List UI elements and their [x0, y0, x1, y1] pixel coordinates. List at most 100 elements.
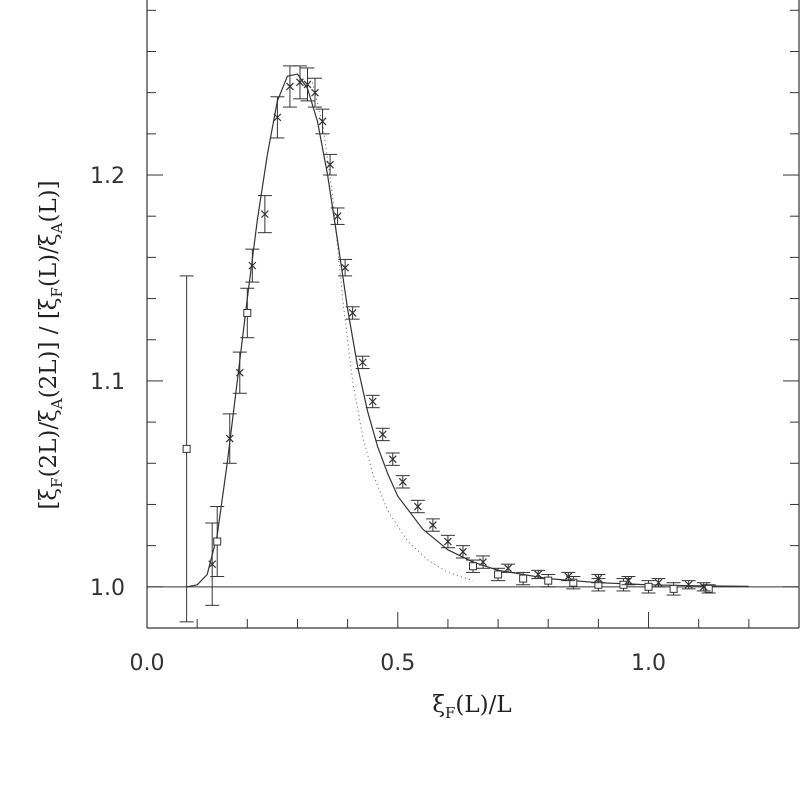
data-point — [466, 559, 480, 573]
cross-marker-b — [398, 477, 407, 486]
data-point — [641, 580, 656, 594]
data-point — [270, 96, 285, 139]
cross-marker-b — [624, 576, 633, 585]
cross-marker-b — [413, 502, 422, 511]
cross-marker-b — [459, 547, 467, 556]
square-marker — [519, 574, 528, 583]
square-marker — [644, 582, 653, 591]
data-point — [561, 571, 576, 582]
data-point — [591, 573, 606, 584]
data-point — [696, 582, 711, 592]
data-point — [425, 518, 440, 532]
cross-marker-b — [443, 537, 452, 546]
y-axis-label-s3: F — [48, 287, 66, 297]
cross-marker-b — [358, 358, 367, 367]
data-point — [395, 475, 410, 489]
data-point — [566, 576, 581, 590]
data-point — [232, 351, 247, 394]
y-axis-label: [ξF(2L)/ξA(2L)] / [ξF(L)/ξA(L)] — [36, 180, 66, 509]
data-point — [621, 576, 636, 586]
data-point — [323, 153, 338, 176]
y-tick-label: 1.1 — [90, 370, 125, 395]
data-point — [257, 195, 272, 234]
x-axis-label-sub: F — [445, 704, 455, 722]
cross-marker-b — [333, 212, 342, 221]
data-point — [292, 65, 307, 100]
cross-marker-b — [208, 560, 217, 569]
data-point — [300, 67, 315, 102]
data-point — [531, 569, 546, 580]
data-point — [541, 573, 556, 588]
cross-marker-b — [260, 210, 269, 219]
cross-marker-b — [235, 368, 244, 377]
square-marker — [182, 444, 191, 453]
data-point — [681, 580, 696, 590]
y-axis-label-p5: (L)] — [36, 180, 62, 222]
square-marker — [569, 578, 578, 587]
y-axis-label-p3: (2L)] / [ξ — [36, 298, 62, 399]
data-point — [651, 578, 666, 588]
cross-marker-b — [428, 521, 437, 529]
cross-marker-b — [654, 578, 663, 587]
cross-marker-b — [684, 580, 693, 589]
cross-marker-b — [378, 430, 387, 439]
data-point — [222, 413, 237, 464]
square-marker — [469, 562, 477, 571]
data-point — [179, 275, 194, 623]
square-marker — [669, 584, 678, 593]
data-point — [491, 567, 506, 582]
data-point — [501, 563, 516, 573]
data-points-group — [179, 65, 716, 623]
cross-marker-b — [368, 397, 377, 406]
y-axis-label-p4: (L)/ξ — [36, 233, 62, 287]
y-axis-label-s1: F — [48, 478, 66, 488]
cross-marker-b — [341, 263, 350, 272]
data-point — [440, 534, 455, 549]
dotted-curve-group — [312, 82, 474, 582]
cross-marker-b — [286, 82, 294, 91]
cross-marker-b — [303, 80, 312, 89]
data-point — [666, 582, 681, 596]
cross-marker-b — [311, 88, 319, 97]
data-point — [410, 499, 425, 514]
cross-marker-b — [388, 455, 397, 464]
cross-marker-b — [248, 261, 257, 270]
cross-marker-b — [534, 570, 543, 579]
y-axis-label-s2: A — [48, 398, 66, 410]
square-marker — [213, 537, 222, 546]
cross-marker-b — [318, 117, 327, 126]
x-tick-label: 1.0 — [631, 651, 666, 676]
data-point — [375, 427, 390, 442]
cross-marker-b — [564, 572, 573, 581]
square-marker — [544, 576, 553, 585]
data-point — [338, 258, 353, 277]
data-point — [516, 571, 531, 586]
square-marker — [494, 570, 503, 579]
cross-marker-b — [699, 582, 708, 591]
y-tick-label: 1.2 — [90, 164, 125, 189]
y-axis-label-p1: [ξ — [36, 488, 62, 510]
data-point — [330, 207, 345, 225]
dotted-curve — [312, 82, 474, 582]
cross-marker-b — [594, 574, 603, 583]
data-point — [455, 545, 470, 559]
data-point — [240, 287, 255, 339]
data-point — [205, 522, 220, 606]
y-tick-label: 1.0 — [90, 576, 125, 601]
data-point — [476, 555, 491, 569]
axes-group — [146, 0, 800, 629]
cross-marker-b — [225, 434, 234, 443]
x-axis-label-main: ξ — [432, 692, 445, 718]
x-tick-label: 0.5 — [380, 651, 415, 676]
square-marker — [243, 308, 252, 317]
y-axis-label-p2: (2L)/ξ — [36, 409, 62, 477]
cross-marker-b — [273, 113, 282, 122]
cross-marker-b — [296, 78, 304, 87]
x-axis-label-rest: (L)/L — [455, 692, 511, 718]
data-point — [365, 394, 380, 409]
cross-marker-b — [326, 160, 334, 169]
x-tick-label: 0.0 — [130, 651, 165, 676]
cross-marker-b — [479, 558, 487, 567]
